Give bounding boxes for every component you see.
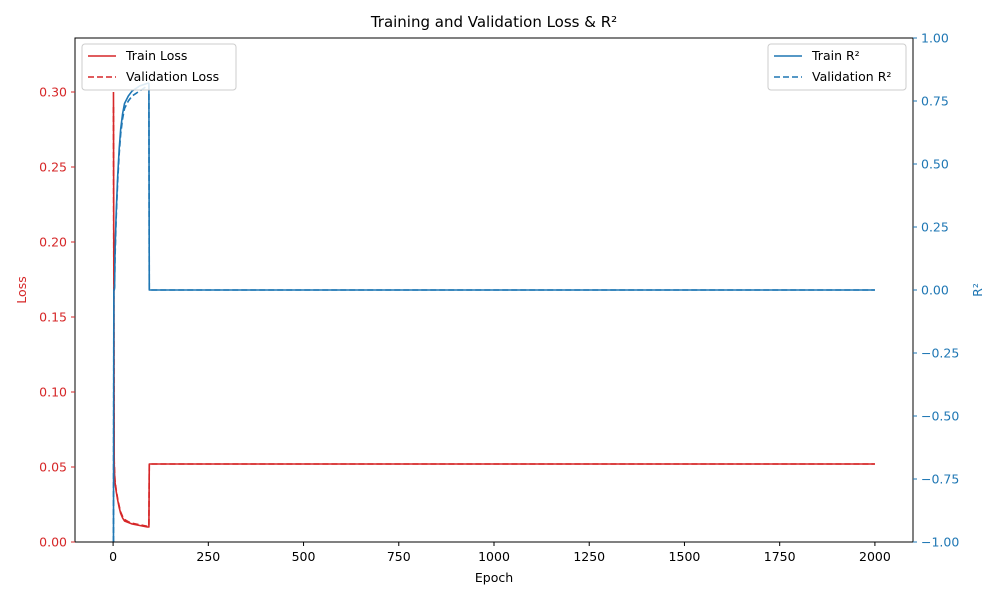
y-tick-label: 0.00 xyxy=(39,535,67,550)
y2-tick-label: 1.00 xyxy=(921,31,949,46)
x-tick-label: 250 xyxy=(196,549,220,564)
y-axis-right-ticks: −1.00 −0.75 −0.50 −0.25 0.00 0.25 0.50 0.75 1.00 xyxy=(913,31,959,550)
y-tick-label: 0.05 xyxy=(39,460,67,475)
chart-title: Training and Validation Loss & R² xyxy=(370,13,617,31)
y2-tick-label: 0.00 xyxy=(921,283,949,298)
x-tick-label: 1750 xyxy=(764,549,796,564)
x-tick-label: 0 xyxy=(109,549,117,564)
series-validation-r-line xyxy=(112,85,875,543)
x-axis-ticks: 0 250 500 750 1000 1250 1500 1750 2000 xyxy=(109,542,891,564)
y2-tick-label: −1.00 xyxy=(921,535,959,550)
x-tick-label: 2000 xyxy=(859,549,891,564)
plot-lines xyxy=(112,82,875,543)
x-tick-label: 1000 xyxy=(478,549,510,564)
series-validation-loss-line xyxy=(112,106,875,528)
legend-right-box xyxy=(767,43,907,91)
legend-validation-loss-label: Validation Loss xyxy=(126,69,219,84)
y-tick-label: 0.10 xyxy=(39,385,67,400)
y-axis-left-ticks: 0.00 0.05 0.10 0.15 0.20 0.25 0.30 xyxy=(39,85,75,550)
y2-tick-label: 0.50 xyxy=(921,157,949,172)
y-tick-label: 0.30 xyxy=(39,85,67,100)
legend-train-loss-label: Train Loss xyxy=(125,48,187,63)
legend-left: Train Loss Validation Loss xyxy=(81,43,237,91)
y2-tick-label: −0.75 xyxy=(921,472,959,487)
x-axis-label: Epoch xyxy=(475,570,513,585)
y-tick-label: 0.20 xyxy=(39,235,67,250)
x-tick-label: 500 xyxy=(292,549,316,564)
y-tick-label: 0.15 xyxy=(39,310,67,325)
y-tick-label: 0.25 xyxy=(39,160,67,175)
x-tick-label: 1500 xyxy=(669,549,701,564)
x-tick-label: 1250 xyxy=(573,549,605,564)
legend-right: Train R² Validation R² xyxy=(767,43,907,91)
y-axis-right-label: R² xyxy=(970,283,985,297)
legend-validation-r2-label: Validation R² xyxy=(812,69,891,84)
legend-left-box xyxy=(81,43,237,91)
y2-tick-label: 0.25 xyxy=(921,220,949,235)
y2-tick-label: 0.75 xyxy=(921,94,949,109)
y2-tick-label: −0.50 xyxy=(921,409,959,424)
y2-tick-label: −0.25 xyxy=(921,346,959,361)
x-tick-label: 750 xyxy=(387,549,411,564)
legend-train-r2-label: Train R² xyxy=(811,48,860,63)
y-axis-left-label: Loss xyxy=(14,276,29,303)
